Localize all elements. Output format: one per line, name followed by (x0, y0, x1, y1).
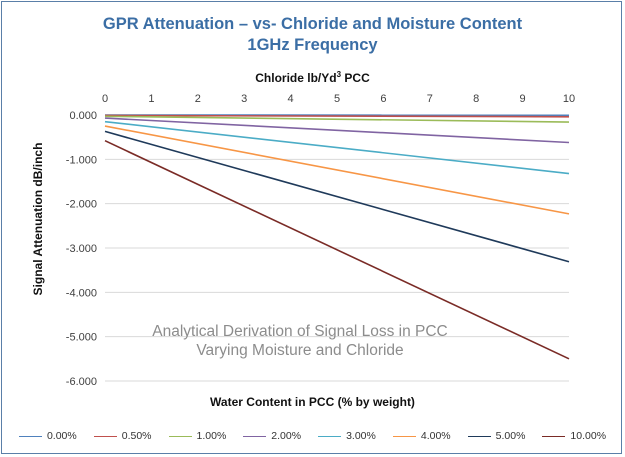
legend-swatch (392, 435, 416, 437)
series-line (104, 130, 570, 263)
x-tick-label: 4 (288, 93, 294, 105)
chart-legend: 0.00% 0.50% 1.00% 2.00% 3.00% 4.00% 5.00% 10.00… (0, 430, 625, 442)
legend-label: 10.00% (570, 430, 607, 442)
y-tick-label: -4.000 (66, 287, 97, 299)
x-tick-label: 1 (148, 93, 154, 105)
y-tick-label: 0.000 (69, 110, 97, 122)
legend-item: 10.00% (542, 430, 606, 442)
legend-item: 0.50% (93, 430, 152, 442)
legend-swatch (318, 435, 342, 437)
chart-title: GPR Attenuation – vs- Chloride and Moist… (102, 15, 523, 33)
legend-label: 5.00% (495, 430, 526, 442)
series-line (104, 114, 570, 118)
top-axis-label-text: Chloride lb/Yd (255, 71, 337, 85)
legend-swatch (467, 435, 491, 437)
legend-swatch (243, 435, 267, 437)
series-line (104, 120, 570, 175)
x-tick-label: 2 (195, 93, 201, 105)
x-tick-label: 5 (334, 93, 340, 105)
chart-subtitle: 1GHz Frequency (247, 36, 378, 54)
y-tick-label: -2.000 (66, 199, 97, 211)
top-axis-label-sup: 3 (336, 70, 342, 79)
legend-label: 2.00% (271, 430, 302, 442)
y-tick-label: -3.000 (66, 243, 97, 255)
y-tick-label: -6.000 (66, 376, 97, 388)
legend-label: 4.00% (420, 430, 451, 442)
annotation-line-2: Varying Moisture and Chloride (196, 342, 404, 359)
series-line (104, 125, 570, 215)
top-axis-label-suffix: PCC (341, 71, 370, 85)
x-tick-label: 6 (380, 93, 386, 105)
legend-label: 3.00% (346, 430, 376, 442)
legend-swatch (168, 435, 192, 437)
chart-annotation: Analytical Derivation of Signal Loss in … (130, 322, 470, 360)
legend-item: 3.00% (318, 430, 376, 442)
x-tick-label: 0 (102, 93, 108, 105)
legend-label: 0.00% (46, 430, 77, 442)
x-tick-label: 8 (473, 93, 479, 105)
legend-swatch (542, 435, 566, 437)
legend-label: 1.00% (196, 430, 227, 442)
x-tick-label: 9 (520, 93, 526, 105)
legend-item: 0.00% (18, 430, 77, 442)
x-tick-label: 10 (563, 93, 575, 105)
x-tick-label: 3 (241, 93, 247, 105)
legend-swatch (18, 435, 42, 437)
legend-label: 0.50% (121, 430, 152, 442)
x-tick-label: 7 (427, 93, 433, 105)
legend-swatch (93, 435, 117, 437)
y-tick-label: -5.000 (66, 332, 97, 344)
legend-item: 5.00% (467, 430, 526, 442)
series-line (104, 139, 570, 360)
series-line (104, 115, 570, 123)
x-axis-label: Water Content in PCC (% by weight) (210, 395, 415, 409)
legend-item: 1.00% (168, 430, 227, 442)
y-tick-label: -1.000 (66, 154, 97, 166)
annotation-line-1: Analytical Derivation of Signal Loss in … (152, 323, 448, 340)
legend-item: 4.00% (392, 430, 451, 442)
series-line (104, 117, 570, 144)
top-axis-label: Chloride lb/Yd3 PCC (0, 70, 625, 85)
legend-item: 2.00% (243, 430, 301, 442)
